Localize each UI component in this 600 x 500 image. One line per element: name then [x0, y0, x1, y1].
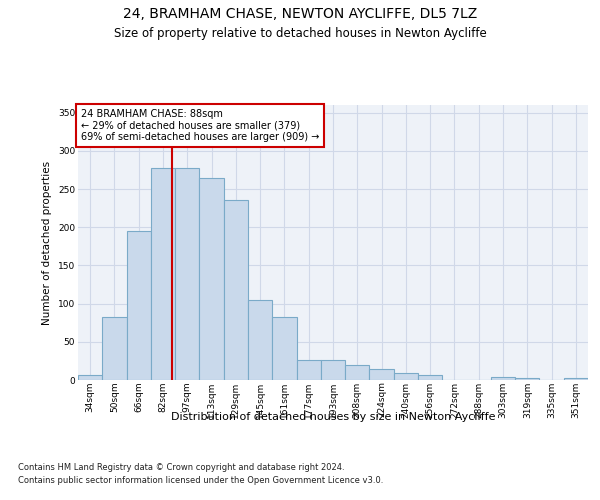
Bar	[272, 316, 296, 380]
Bar	[394, 373, 418, 380]
Bar	[102, 316, 127, 380]
Bar	[418, 376, 442, 380]
Bar	[491, 377, 515, 380]
Bar	[78, 374, 102, 380]
Bar	[151, 168, 175, 380]
Bar	[515, 378, 539, 380]
Bar	[224, 200, 248, 380]
Text: Contains HM Land Registry data © Crown copyright and database right 2024.: Contains HM Land Registry data © Crown c…	[18, 462, 344, 471]
Text: Distribution of detached houses by size in Newton Aycliffe: Distribution of detached houses by size …	[171, 412, 495, 422]
Text: 24 BRAMHAM CHASE: 88sqm
← 29% of detached houses are smaller (379)
69% of semi-d: 24 BRAMHAM CHASE: 88sqm ← 29% of detache…	[80, 109, 319, 142]
Y-axis label: Number of detached properties: Number of detached properties	[43, 160, 52, 324]
Bar	[127, 231, 151, 380]
Bar	[370, 368, 394, 380]
Text: Contains public sector information licensed under the Open Government Licence v3: Contains public sector information licen…	[18, 476, 383, 485]
Bar	[199, 178, 224, 380]
Text: Size of property relative to detached houses in Newton Aycliffe: Size of property relative to detached ho…	[113, 28, 487, 40]
Bar	[564, 378, 588, 380]
Text: 24, BRAMHAM CHASE, NEWTON AYCLIFFE, DL5 7LZ: 24, BRAMHAM CHASE, NEWTON AYCLIFFE, DL5 …	[123, 8, 477, 22]
Bar	[248, 300, 272, 380]
Bar	[175, 168, 199, 380]
Bar	[345, 366, 370, 380]
Bar	[296, 360, 321, 380]
Bar	[321, 360, 345, 380]
